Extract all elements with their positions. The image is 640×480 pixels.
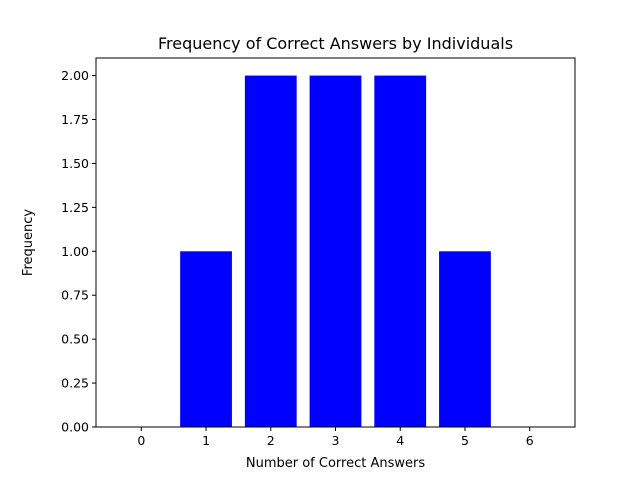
x-tick-label: 4 [396,433,404,448]
y-tick-label: 0.25 [61,376,89,391]
y-tick-label: 0.50 [61,332,89,347]
x-axis-label: Number of Correct Answers [246,456,425,471]
y-tick-label: 1.50 [61,156,89,171]
x-tick-label: 5 [461,433,469,448]
bar-4 [374,75,427,428]
bar-3 [309,75,362,428]
y-tick-label: 1.00 [61,244,89,259]
bar-5 [439,251,491,427]
bar-2 [244,75,297,428]
bar-1 [180,251,232,427]
y-tick-label: 0.75 [61,288,89,303]
x-tick-label: 3 [332,433,340,448]
chart-title: Frequency of Correct Answers by Individu… [158,34,513,53]
y-tick-label: 1.25 [61,200,89,215]
y-tick-label: 1.75 [61,112,89,127]
x-tick-label: 1 [202,433,210,448]
x-tick-label: 0 [137,433,145,448]
x-tick-label: 2 [267,433,275,448]
y-tick-label: 2.00 [61,68,89,83]
x-tick-label: 6 [526,433,534,448]
y-ticks-group: 0.00 0.25 0.50 0.75 1.00 1.25 1.50 1.75 2.00 [61,68,96,435]
y-axis-label: Frequency [21,209,36,276]
y-tick-label: 0.00 [61,420,89,435]
x-ticks-group: 0 1 2 3 4 5 6 [137,427,534,448]
bars-group [180,75,491,428]
